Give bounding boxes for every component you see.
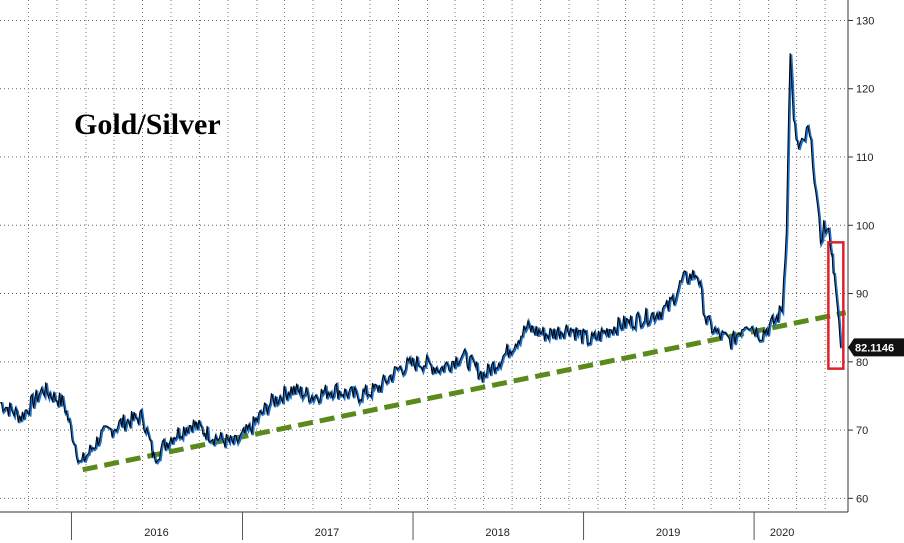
x-tick-label: 2017 — [315, 527, 339, 539]
x-tick-label: 2016 — [144, 527, 168, 539]
last-value-label: 82.1146 — [855, 342, 894, 354]
x-tick-label: 2019 — [656, 527, 680, 539]
y-tick-label: 120 — [856, 84, 874, 96]
last-value-callout: 82.1146 — [848, 338, 904, 356]
y-tick-label: 60 — [856, 493, 868, 505]
y-tick-label: 70 — [856, 425, 868, 437]
y-tick-label: 130 — [856, 15, 874, 27]
y-tick-label: 80 — [856, 357, 868, 369]
grid-lines — [0, 0, 848, 512]
highlight-group — [828, 242, 843, 368]
x-tick-label: 2018 — [485, 527, 509, 539]
chart-title: Gold/Silver — [74, 108, 221, 141]
support-trendline — [83, 313, 846, 470]
y-tick-label: 90 — [856, 289, 868, 301]
highlight-box — [828, 242, 843, 368]
y-tick-label: 100 — [856, 220, 874, 232]
trendline-group — [83, 313, 846, 470]
y-tick-label: 110 — [856, 152, 874, 164]
x-tick-label: 2020 — [770, 527, 794, 539]
